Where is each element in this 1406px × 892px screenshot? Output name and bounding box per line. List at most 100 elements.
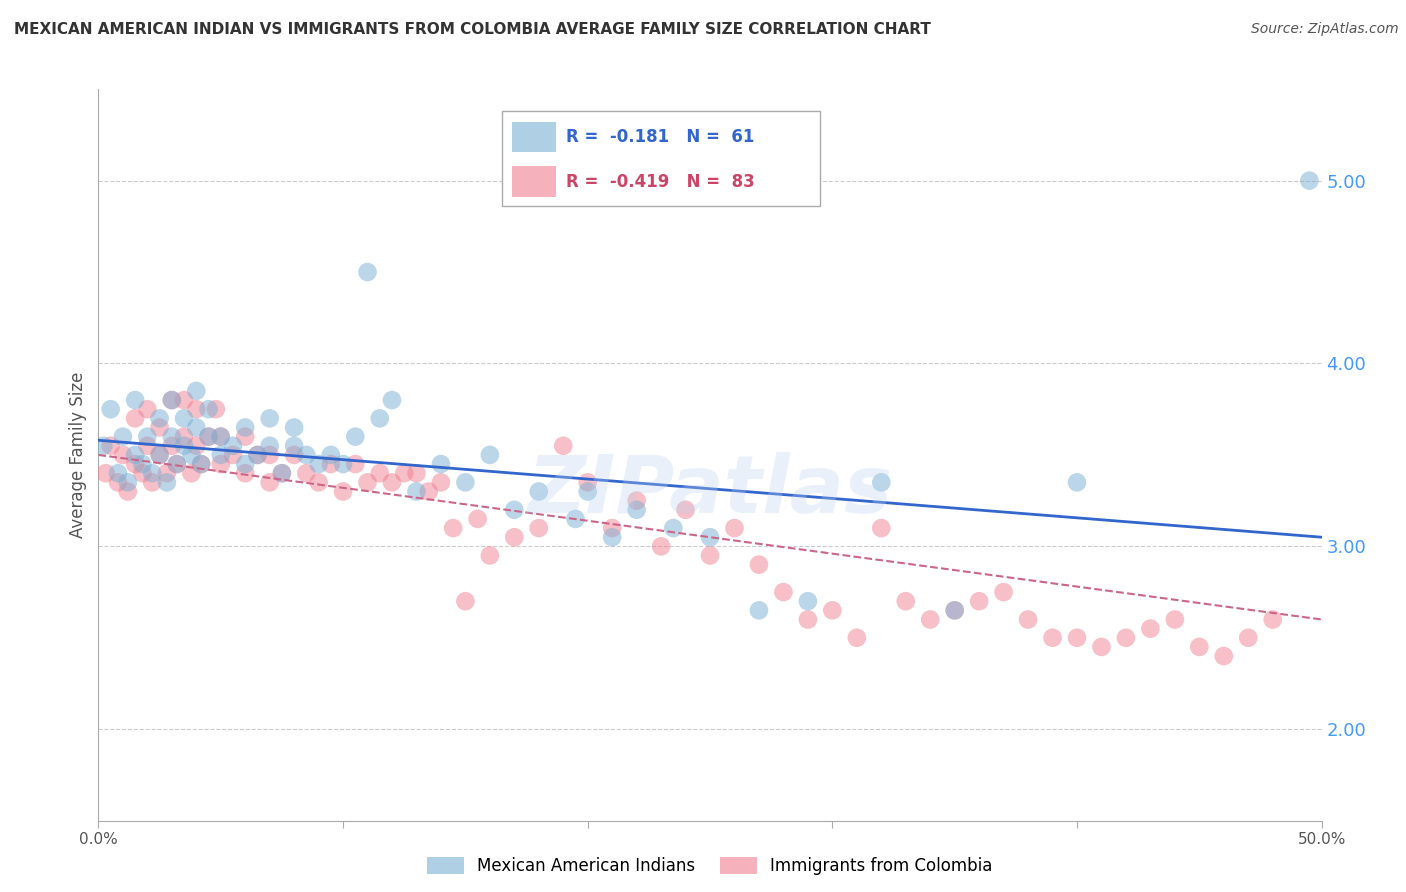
Point	[283, 439, 305, 453]
Point	[141, 466, 163, 480]
Point	[186, 384, 208, 398]
Point	[699, 549, 721, 563]
Point	[149, 448, 172, 462]
Point	[233, 466, 256, 480]
Point	[576, 475, 599, 490]
Point	[283, 420, 305, 434]
Point	[180, 448, 202, 462]
Point	[124, 411, 146, 425]
Point	[467, 512, 489, 526]
Point	[117, 475, 139, 490]
Point	[1139, 622, 1161, 636]
Point	[332, 457, 354, 471]
Point	[197, 402, 219, 417]
Point	[173, 411, 195, 425]
Point	[503, 530, 526, 544]
Point	[190, 457, 212, 471]
Point	[270, 466, 294, 480]
Point	[993, 585, 1015, 599]
Point	[564, 512, 586, 526]
Point	[527, 484, 550, 499]
Point	[576, 484, 599, 499]
Point	[111, 448, 134, 462]
Point	[772, 585, 794, 599]
Point	[920, 612, 942, 626]
Point	[205, 402, 228, 417]
Point	[91, 439, 114, 453]
Point	[356, 265, 378, 279]
Point	[430, 457, 453, 471]
Point	[308, 475, 330, 490]
Point	[748, 603, 770, 617]
Point	[209, 448, 232, 462]
Point	[124, 448, 146, 462]
Point	[723, 521, 745, 535]
Y-axis label: Average Family Size: Average Family Size	[69, 372, 87, 538]
Point	[117, 484, 139, 499]
Point	[100, 402, 122, 417]
Point	[454, 594, 477, 608]
Point	[124, 457, 146, 471]
Point	[233, 430, 256, 444]
Point	[173, 392, 195, 407]
Point	[209, 457, 232, 471]
Point	[650, 539, 672, 553]
Point	[197, 430, 219, 444]
Point	[405, 466, 427, 480]
Point	[94, 466, 117, 480]
Point	[295, 466, 318, 480]
Point	[600, 521, 623, 535]
Point	[136, 402, 159, 417]
Point	[332, 484, 354, 499]
Point	[259, 475, 281, 490]
Text: MEXICAN AMERICAN INDIAN VS IMMIGRANTS FROM COLOMBIA AVERAGE FAMILY SIZE CORRELAT: MEXICAN AMERICAN INDIAN VS IMMIGRANTS FR…	[14, 22, 931, 37]
Point	[381, 475, 404, 490]
Point	[626, 503, 648, 517]
Point	[748, 558, 770, 572]
Point	[441, 521, 464, 535]
Point	[209, 430, 232, 444]
Point	[1090, 640, 1112, 654]
Point	[368, 411, 391, 425]
Point	[626, 493, 648, 508]
Point	[156, 475, 179, 490]
Point	[553, 439, 575, 453]
Point	[1237, 631, 1260, 645]
Point	[295, 448, 318, 462]
Point	[222, 448, 245, 462]
Point	[405, 484, 427, 499]
Point	[209, 430, 232, 444]
Text: ZIPatlas: ZIPatlas	[527, 452, 893, 531]
Point	[124, 392, 146, 407]
Point	[173, 439, 195, 453]
Point	[943, 603, 966, 617]
Point	[180, 466, 202, 480]
Point	[160, 439, 183, 453]
Point	[527, 521, 550, 535]
Point	[136, 439, 159, 453]
Point	[222, 439, 245, 453]
Point	[186, 420, 208, 434]
Point	[149, 411, 172, 425]
Point	[233, 420, 256, 434]
Point	[454, 475, 477, 490]
Point	[797, 612, 820, 626]
Point	[308, 457, 330, 471]
Point	[190, 457, 212, 471]
Point	[381, 392, 404, 407]
Point	[1017, 612, 1039, 626]
Point	[845, 631, 868, 645]
Point	[821, 603, 844, 617]
Text: Source: ZipAtlas.com: Source: ZipAtlas.com	[1251, 22, 1399, 37]
Point	[1066, 475, 1088, 490]
Point	[107, 475, 129, 490]
Point	[356, 475, 378, 490]
Point	[166, 457, 188, 471]
Point	[662, 521, 685, 535]
Point	[141, 475, 163, 490]
Point	[600, 530, 623, 544]
Point	[173, 430, 195, 444]
Point	[1212, 649, 1234, 664]
Point	[100, 439, 122, 453]
Point	[197, 430, 219, 444]
